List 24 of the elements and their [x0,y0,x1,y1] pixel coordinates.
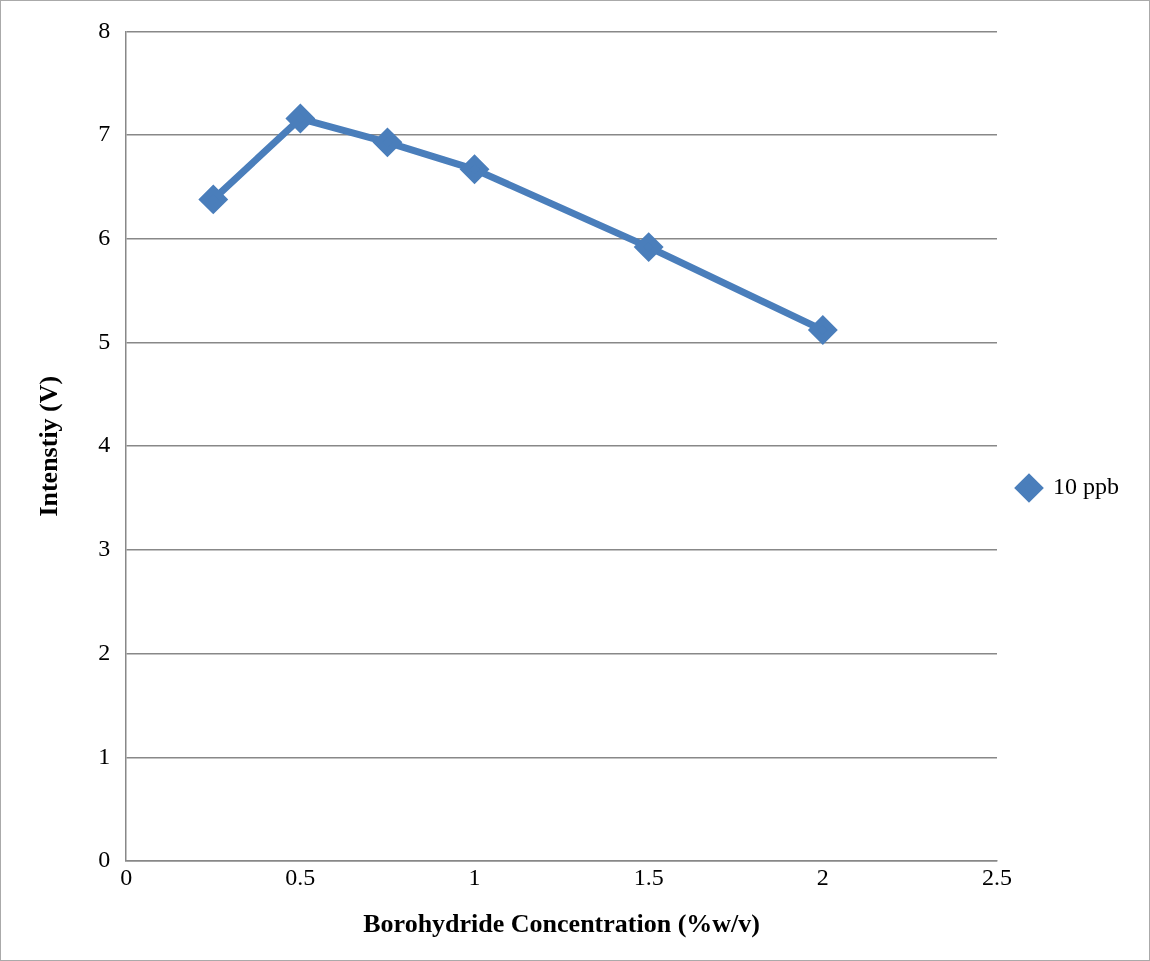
y-tick-label: 2 [98,638,111,665]
y-tick-label: 1 [98,742,111,769]
x-tick-label: 0.5 [285,863,316,890]
y-axis-title: Intenstiy (V) [34,375,64,517]
y-tick-label: 8 [98,16,111,43]
y-tick-label: 0 [98,846,111,873]
y-tick-label: 6 [98,224,111,251]
y-tick-label: 7 [98,120,111,147]
y-tick-label: 3 [98,535,111,562]
point [809,316,837,344]
x-tick-label: 0 [120,863,133,890]
point [286,105,314,133]
point [461,155,489,183]
x-tick-label: 1 [468,863,481,890]
x-axis-title: Borohydride Concentration (%w/v) [363,909,760,939]
y-tick-label: 4 [98,431,111,458]
x-tick-label: 2 [816,863,829,890]
x-tick-label: 1.5 [633,863,664,890]
point [635,233,663,261]
x-tick-label: 2.5 [982,863,1012,890]
y-tick-label: 5 [98,327,111,354]
point [199,185,227,213]
point [373,128,401,156]
legend-label: 10 ppb [1053,473,1119,500]
